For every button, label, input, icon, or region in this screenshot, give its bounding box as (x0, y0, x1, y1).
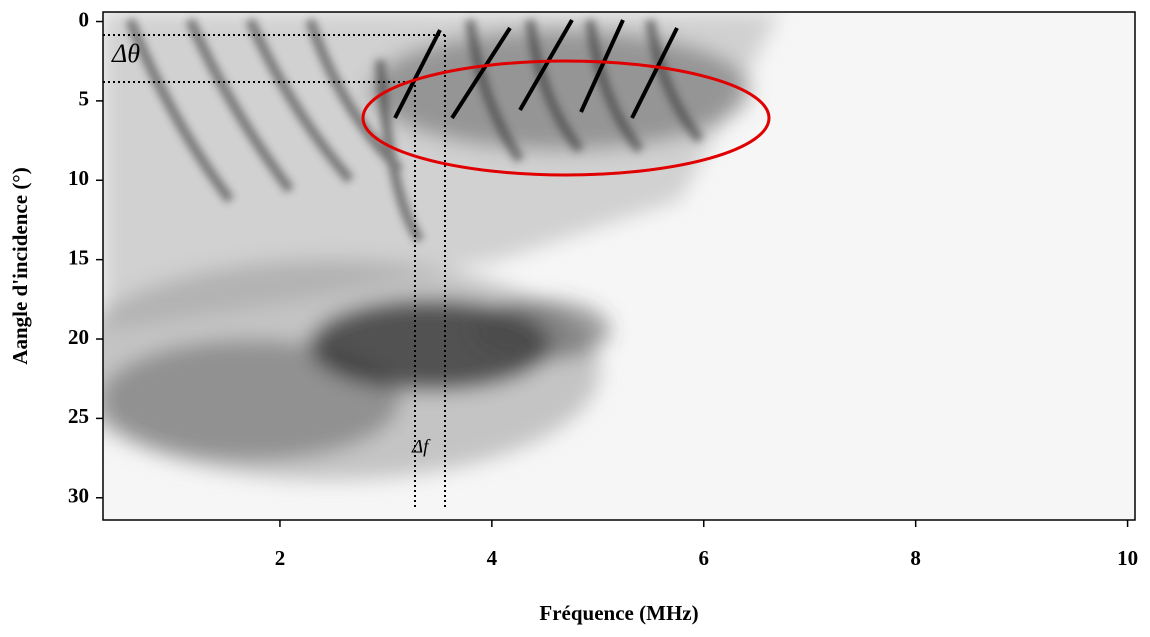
ticks: 2 4 6 8 10 0 5 10 15 20 25 30 (68, 7, 1138, 569)
x-tick-label: 4 (487, 546, 498, 570)
y-tick-label: 30 (68, 484, 89, 508)
slope-line (518, 18, 574, 112)
y-axis-title: Aangle d'incidence (°) (8, 167, 32, 364)
highlight-ellipse (361, 59, 771, 177)
x-axis-title: Fréquence (MHz) (539, 601, 698, 625)
y-tick-label: 20 (68, 325, 89, 349)
y-tick-label: 15 (68, 245, 89, 269)
y-tick-label: 5 (79, 87, 90, 111)
heatmap-image (103, 12, 1135, 520)
slope-line (393, 29, 442, 119)
x-tick-label: 8 (910, 546, 921, 570)
annotations (103, 34, 446, 510)
slope-line (450, 26, 512, 120)
y-tick-label: 25 (68, 404, 89, 428)
slope-line (630, 27, 679, 119)
slope-line (579, 19, 625, 113)
y-tick-label: 0 (79, 7, 90, 31)
annotation-label: Δf (411, 436, 431, 457)
y-tick-label: 10 (68, 166, 89, 190)
x-tick-label: 10 (1117, 546, 1138, 570)
x-tick-label: 2 (275, 546, 286, 570)
annotation-label: Δθ (111, 39, 140, 68)
plot-frame (102, 11, 1136, 521)
slope-lines (393, 18, 679, 120)
x-tick-label: 6 (699, 546, 710, 570)
